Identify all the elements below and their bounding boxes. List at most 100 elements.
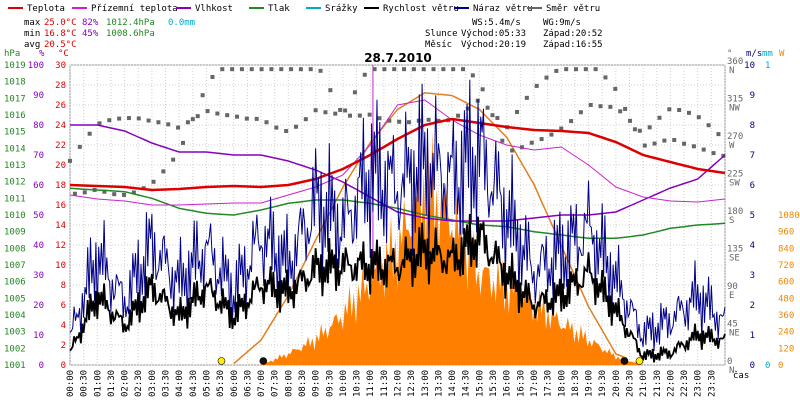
- time-tick: 02:30: [134, 370, 144, 397]
- wind-dir-point: [220, 67, 225, 72]
- info-moon-set: Západ:16:55: [543, 40, 603, 50]
- wind-dir-point: [298, 67, 303, 72]
- time-tick: 05:30: [216, 370, 226, 397]
- wind-dir-point: [102, 189, 107, 194]
- wind-dir-point: [637, 128, 642, 133]
- temp-tick: 12: [55, 241, 66, 251]
- wind-dir-point: [618, 109, 623, 114]
- time-tick: 13:30: [434, 370, 444, 397]
- hpa-tick: 1013: [4, 161, 26, 171]
- dir-tick-value: 0: [727, 357, 732, 367]
- legend-label-5: Rychlost větru: [383, 4, 459, 14]
- wind-dir-point: [357, 113, 362, 118]
- time-tick: 18:30: [571, 370, 581, 397]
- wind-dir-point: [534, 83, 539, 88]
- time-tick: 18:00: [557, 370, 567, 397]
- temp-tick: 22: [55, 141, 66, 151]
- pct-tick: 60: [33, 181, 44, 191]
- wind-dir-point: [431, 67, 436, 72]
- temp-tick: 2: [61, 341, 66, 351]
- wind-dir-point: [524, 95, 529, 100]
- stat-max-temp: 25.0°C: [44, 18, 77, 28]
- ms-tick: 8: [750, 121, 755, 131]
- hpa-tick: 1010: [4, 211, 26, 221]
- wind-dir-point: [402, 67, 407, 72]
- sun-marker-0: [217, 357, 226, 365]
- time-tick: 14:00: [448, 370, 458, 397]
- time-tick: 07:00: [257, 370, 267, 397]
- time-tick: 09:00: [312, 370, 322, 397]
- temp-tick: 24: [55, 121, 66, 131]
- time-tick: 13:00: [421, 370, 431, 397]
- wind-dir-point: [352, 90, 357, 95]
- wind-dir-point: [131, 190, 136, 195]
- w-tick: 840: [778, 244, 794, 254]
- time-tick: 23:30: [707, 370, 717, 397]
- wind-dir-point: [176, 125, 181, 130]
- w-tick: 600: [778, 278, 794, 288]
- wind-dir-point: [500, 138, 505, 143]
- wind-dir-point: [362, 72, 367, 77]
- stat-avg-label: avg: [24, 40, 40, 50]
- wind-dir-point: [461, 67, 465, 72]
- stat-max-rain: 0.0mm: [168, 18, 195, 28]
- moon-marker-2: [620, 357, 629, 365]
- wind-dir-point: [456, 113, 461, 118]
- wind-dir-point: [406, 120, 411, 125]
- time-tick: 20:30: [625, 370, 635, 397]
- wind-dir-point: [367, 112, 372, 117]
- wind-dir-point: [411, 67, 416, 72]
- dir-tick-value: 45: [727, 320, 738, 330]
- info-sun-label: Slunce: [425, 29, 458, 39]
- time-tick: 02:00: [121, 370, 131, 397]
- wind-dir-point: [215, 111, 220, 116]
- wind-dir-point: [264, 120, 269, 125]
- wind-dir-point: [593, 67, 598, 72]
- ms-tick: 3: [750, 271, 755, 281]
- time-tick: 03:00: [148, 370, 158, 397]
- wind-dir-point: [387, 118, 392, 123]
- time-tick: 03:30: [162, 370, 172, 397]
- time-tick: 21:30: [653, 370, 663, 397]
- info-moon-label: Měsíc: [425, 40, 452, 50]
- moon-marker-1: [259, 357, 268, 365]
- time-tick: 12:00: [394, 370, 404, 397]
- wind-dir-point: [72, 191, 77, 196]
- wind-dir-point: [190, 117, 195, 122]
- wind-dir-point: [274, 125, 279, 130]
- wind-dir-point: [185, 120, 190, 125]
- wind-dir-point: [244, 116, 249, 121]
- wind-dir-point: [716, 132, 721, 137]
- ms-tick: 9: [750, 91, 755, 101]
- wind-dir-point: [608, 104, 613, 109]
- wind-dir-point: [613, 86, 618, 91]
- wind-gust-line: [69, 79, 726, 352]
- ms-tick: 7: [750, 151, 755, 161]
- wind-dir-point: [284, 129, 289, 134]
- wind-dir-point: [146, 118, 151, 123]
- pct-tick: 10: [33, 331, 44, 341]
- time-tick: 22:00: [666, 370, 676, 397]
- wind-dir-point: [382, 67, 387, 72]
- wind-dir-point: [682, 141, 687, 146]
- temp-tick: 6: [61, 301, 66, 311]
- stat-max-press: 1012.4hPa: [106, 18, 155, 28]
- wind-dir-point: [323, 110, 328, 115]
- wind-speed-line: [69, 213, 726, 363]
- wind-dir-point: [166, 122, 171, 127]
- time-tick: 16:30: [516, 370, 526, 397]
- stat-max-hum: 82%: [82, 18, 99, 28]
- wind-dir-point: [451, 67, 456, 72]
- wind-dir-point: [628, 118, 633, 123]
- wind-dir-point: [706, 123, 711, 128]
- pct-tick: 80: [33, 121, 44, 131]
- sun-moon-info: WS:5.4m/s WG:9m/s Slunce Východ:05:33 Zá…: [425, 18, 603, 50]
- pct-tick: 30: [33, 271, 44, 281]
- wind-dir-point: [279, 67, 284, 72]
- wind-dir-point: [254, 116, 259, 121]
- mm-tick: 0: [765, 361, 770, 371]
- pct-tick: 20: [33, 301, 44, 311]
- w-axis-label: W: [779, 49, 785, 59]
- dir-tick-value: 315: [727, 95, 743, 105]
